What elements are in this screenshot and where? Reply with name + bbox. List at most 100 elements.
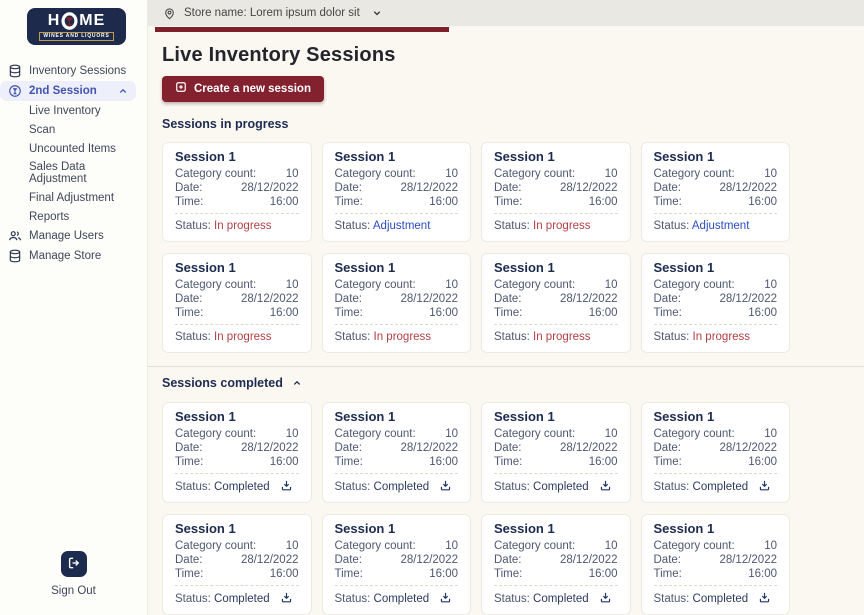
date-value: 28/12/2022 — [400, 293, 458, 305]
store-name-selector[interactable]: Store name: Lorem ipsum dolor sit — [184, 7, 360, 19]
sidebar-item-inventory-sessions[interactable]: Inventory Sessions — [0, 61, 147, 81]
chevron-down-icon[interactable] — [372, 8, 382, 18]
session-card[interactable]: Session 1 Category count: 10 Date: 28/12… — [640, 514, 790, 615]
session-card[interactable]: Session 1 Category count: 10 Date: 28/12… — [321, 514, 471, 615]
session-card[interactable]: Session 1 Category count: 10 Date: 28/12… — [162, 253, 312, 353]
session-card-title: Session 1 — [334, 149, 396, 164]
category-count-label: Category count: — [334, 168, 416, 180]
session-card[interactable]: Session 1 Category count: 10 Date: 28/12… — [481, 253, 631, 353]
add-box-icon — [175, 81, 187, 96]
session-card-title: Session 1 — [175, 260, 236, 275]
session-card[interactable]: Session 1 Category count: 10 Date: 28/12… — [321, 142, 471, 242]
download-button[interactable] — [280, 479, 293, 495]
session-card[interactable]: Session 1 Category count: 10 Date: 28/12… — [481, 402, 631, 503]
time-value: 16:00 — [588, 456, 618, 468]
category-count-value: 10 — [764, 279, 777, 291]
session-card[interactable]: Session 1 Category count: 10 Date: 28/12… — [162, 142, 312, 242]
status-value: Completed — [373, 480, 430, 493]
logout-icon — [67, 556, 81, 573]
session-card[interactable]: Session 1 Category count: 10 Date: 28/12… — [640, 402, 790, 503]
category-count-label: Category count: — [653, 540, 735, 552]
status-value: Completed — [214, 480, 270, 493]
download-button[interactable] — [280, 591, 293, 607]
status-value: Completed — [692, 592, 749, 605]
date-value: 28/12/2022 — [559, 554, 618, 566]
date-label: Date: — [175, 293, 203, 305]
download-icon — [280, 591, 293, 607]
download-button[interactable] — [439, 479, 452, 495]
category-count-label: Category count: — [653, 428, 735, 440]
category-count-label: Category count: — [494, 428, 576, 440]
category-count-value: 10 — [764, 540, 777, 552]
date-value: 28/12/2022 — [400, 554, 458, 566]
time-label: Time: — [175, 568, 204, 580]
section-title-in-progress: Sessions in progress — [162, 117, 289, 131]
time-value: 16:00 — [269, 196, 299, 208]
time-label: Time: — [653, 307, 682, 319]
time-value: 16:00 — [429, 456, 458, 468]
chevron-up-icon[interactable] — [292, 378, 302, 388]
category-count-value: 10 — [285, 279, 299, 291]
status-label: Status: — [494, 331, 530, 343]
sidebar-item-label: Final Adjustment — [29, 191, 115, 204]
sidebar-item-2nd-session[interactable]: 2nd Session — [0, 81, 136, 101]
time-value: 16:00 — [429, 196, 458, 208]
download-button[interactable] — [439, 591, 452, 607]
sign-out-button[interactable] — [60, 551, 87, 577]
session-card-title: Session 1 — [494, 149, 555, 164]
time-value: 16:00 — [588, 196, 618, 208]
category-count-value: 10 — [285, 428, 299, 440]
sidebar-item-uncounted-items[interactable]: Uncounted Items — [0, 139, 147, 158]
sidebar-item-label: Manage Users — [29, 230, 104, 242]
time-label: Time: — [175, 456, 204, 468]
status-value: Completed — [214, 592, 270, 605]
download-button[interactable] — [599, 591, 612, 607]
download-icon — [599, 591, 612, 607]
sidebar-item-scan[interactable]: Scan — [0, 120, 147, 139]
session-card[interactable]: Session 1 Category count: 10 Date: 28/12… — [640, 142, 790, 242]
sidebar-item-final-adjustment[interactable]: Final Adjustment — [0, 188, 147, 207]
wine-glass-o-icon — [61, 12, 78, 30]
sidebar-item-reports[interactable]: Reports — [0, 207, 147, 226]
category-count-value: 10 — [604, 540, 618, 552]
download-button[interactable] — [758, 591, 771, 607]
session-card[interactable]: Session 1 Category count: 10 Date: 28/12… — [162, 514, 312, 615]
sidebar-item-manage-users[interactable]: Manage Users — [0, 226, 147, 246]
status-label: Status: — [653, 220, 690, 232]
time-label: Time: — [494, 196, 523, 208]
download-button[interactable] — [599, 479, 612, 495]
sidebar-item-live-inventory[interactable]: Live Inventory — [0, 101, 147, 120]
download-button[interactable] — [758, 479, 771, 495]
date-label: Date: — [494, 293, 522, 305]
session-card[interactable]: Session 1 Category count: 10 Date: 28/12… — [162, 402, 312, 503]
session-card[interactable]: Session 1 Category count: 10 Date: 28/12… — [481, 514, 631, 615]
create-session-button[interactable]: Create a new session — [162, 76, 324, 102]
session-card[interactable]: Session 1 Category count: 10 Date: 28/12… — [481, 142, 631, 242]
category-count-value: 10 — [764, 168, 777, 180]
time-value: 16:00 — [588, 307, 618, 319]
session-card[interactable]: Session 1 Category count: 10 Date: 28/12… — [321, 402, 471, 503]
session-card[interactable]: Session 1 Category count: 10 Date: 28/12… — [321, 253, 471, 353]
status-value: Completed — [533, 480, 589, 493]
session-card[interactable]: Session 1 Category count: 10 Date: 28/12… — [640, 253, 790, 353]
status-label: Status: — [334, 331, 371, 343]
session-card-title: Session 1 — [653, 521, 715, 536]
status-value: Adjustment — [372, 220, 431, 232]
category-count-label: Category count: — [175, 428, 257, 440]
sidebar-item-manage-store[interactable]: Manage Store — [0, 246, 147, 266]
time-value: 16:00 — [429, 307, 458, 319]
status-label: Status: — [653, 480, 690, 493]
status-label: Status: — [653, 592, 690, 605]
category-count-value: 10 — [604, 428, 618, 440]
sidebar-item-sales-data-adjustment[interactable]: Sales Data Adjustment — [0, 158, 147, 188]
status-value: In progress — [692, 331, 751, 343]
time-label: Time: — [175, 196, 204, 208]
users-icon — [8, 229, 22, 243]
status-value: In progress — [533, 331, 591, 343]
sidebar-item-label: Live Inventory — [29, 104, 101, 117]
location-pin-icon — [163, 7, 176, 20]
category-count-value: 10 — [285, 540, 299, 552]
category-count-value: 10 — [445, 279, 458, 291]
time-value: 16:00 — [748, 196, 777, 208]
